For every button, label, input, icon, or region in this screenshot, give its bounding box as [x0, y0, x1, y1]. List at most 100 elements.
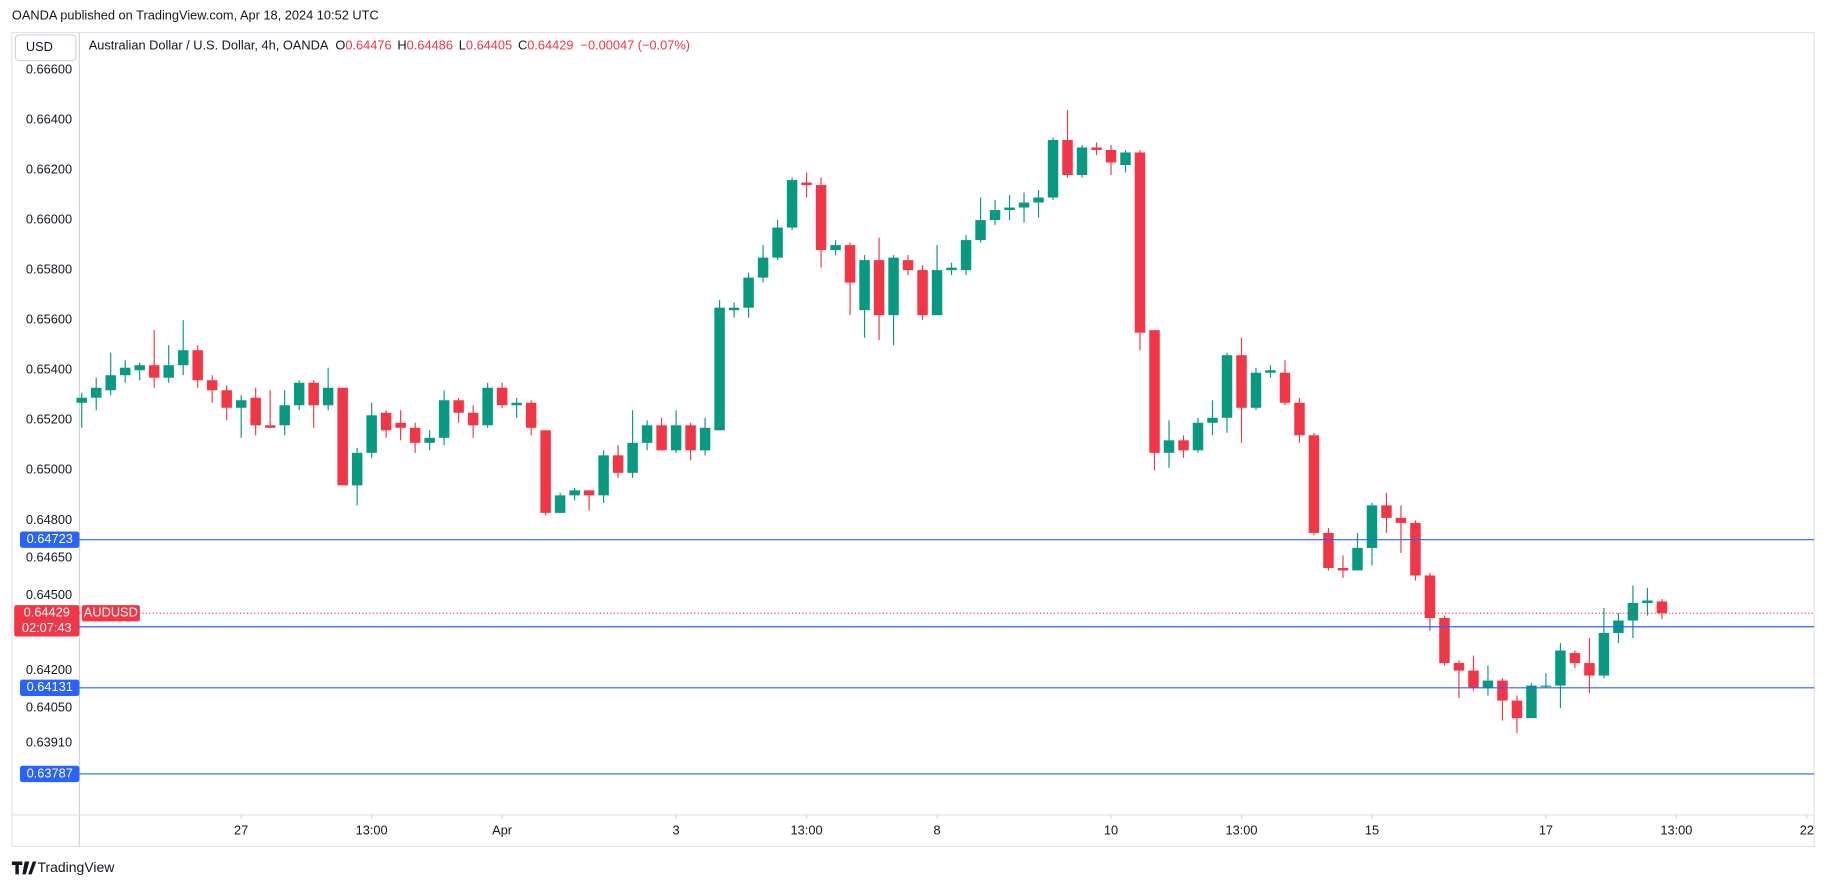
candle-body	[119, 367, 131, 376]
candle-body	[1004, 207, 1015, 211]
candle-body	[1207, 417, 1218, 423]
o-label: O	[335, 38, 345, 53]
candle-body	[322, 387, 334, 406]
candle-body	[395, 422, 406, 428]
candle-body	[598, 455, 609, 496]
candle-body	[192, 350, 203, 381]
candle-body	[699, 427, 711, 451]
candle-body	[511, 402, 522, 406]
candle-body	[1381, 505, 1392, 518]
change: −0.00047 (−0.07%)	[580, 38, 690, 53]
legend-header: Australian Dollar / U.S. Dollar, 4h, OAN…	[89, 38, 690, 53]
y-tick-label: 0.66400	[26, 111, 72, 126]
candle-body	[467, 412, 479, 426]
candle-body	[946, 267, 957, 271]
x-tick-label: 13:00	[356, 823, 388, 838]
candle-body	[1540, 685, 1552, 687]
candle-body	[1250, 372, 1262, 408]
candle-body	[1033, 197, 1044, 203]
level-label-box	[20, 765, 80, 783]
candle-body	[1294, 402, 1305, 436]
candle-body	[1221, 355, 1233, 418]
currency-button[interactable]	[14, 34, 77, 62]
x-tick-label: 17	[1539, 823, 1553, 838]
candle-body	[1598, 633, 1610, 676]
candle-body	[1018, 202, 1030, 208]
candle-body	[337, 387, 348, 486]
x-tick-label: 13:00	[1225, 823, 1257, 838]
countdown: 02:07:43	[22, 620, 72, 635]
candle-body	[424, 437, 435, 443]
candle-body	[902, 260, 914, 271]
candle-body	[409, 427, 421, 443]
candle-body	[627, 442, 638, 473]
candle-body	[1308, 435, 1320, 533]
candle-body	[1062, 139, 1073, 176]
candle-body	[1642, 600, 1653, 603]
candle-body	[250, 397, 261, 426]
level-label: 0.64131	[27, 679, 73, 694]
y-tick-label: 0.65400	[26, 362, 72, 377]
candle-body	[975, 220, 986, 241]
y-tick-label: 0.65200	[26, 412, 72, 427]
candle-body	[554, 495, 566, 513]
h-value: 0.64486	[407, 38, 453, 53]
candle-body	[612, 455, 624, 473]
candle-body	[1279, 372, 1291, 403]
currency-label[interactable]: USD	[26, 39, 53, 54]
last-price-label: 0.64429	[24, 605, 70, 620]
level-label: 0.63787	[27, 765, 73, 780]
x-tick-label: 27	[234, 823, 248, 838]
candle-body	[917, 270, 928, 316]
candle-body	[163, 365, 174, 378]
candle-body	[1468, 670, 1479, 689]
y-tick-label: 0.65800	[26, 261, 72, 276]
x-tick-label: 22	[1800, 823, 1814, 838]
candle-body	[583, 490, 595, 496]
candle-body	[1163, 440, 1175, 453]
candle-body	[453, 400, 464, 413]
candle-body	[641, 425, 653, 443]
candle-body	[1105, 149, 1117, 163]
candle-body	[1511, 700, 1523, 719]
x-tick-label: 13:00	[1660, 823, 1692, 838]
candle-body	[569, 490, 580, 496]
candle-body	[1656, 601, 1668, 614]
candle-body	[815, 185, 827, 251]
y-tick-label: 0.63910	[26, 735, 72, 750]
chart-frame	[11, 32, 1815, 847]
candle-body	[1352, 547, 1363, 571]
candle-body	[1076, 147, 1088, 176]
candle-body	[264, 425, 276, 428]
y-tick-label: 0.64650	[26, 549, 72, 564]
x-tick-label: 8	[933, 823, 940, 838]
candle-body	[888, 257, 899, 316]
candle-body	[76, 397, 87, 403]
candle-body	[757, 257, 769, 278]
candle-body	[105, 375, 116, 391]
candle-body	[148, 365, 160, 378]
candle-body	[960, 240, 972, 271]
logo	[11, 861, 37, 875]
c-value: 0.64429	[527, 38, 573, 53]
candle-body	[743, 277, 754, 308]
l-label: L	[459, 38, 466, 53]
symbol-box	[81, 605, 140, 622]
candle-body	[1439, 618, 1450, 664]
y-tick-label: 0.64050	[26, 699, 72, 714]
y-tick-label: 0.64500	[26, 587, 72, 602]
y-tick-label: 0.64200	[26, 662, 72, 677]
candle-body	[1584, 663, 1595, 676]
candle-body	[728, 307, 740, 311]
candle-body	[830, 245, 841, 251]
x-tick-label: 15	[1365, 823, 1379, 838]
candle-body	[1120, 152, 1131, 165]
candle-body	[1526, 685, 1537, 719]
candle-body	[1149, 330, 1160, 453]
candle-body	[1134, 152, 1146, 333]
candle-body	[438, 400, 450, 438]
x-tick-label: 13:00	[791, 823, 823, 838]
candle-body	[670, 425, 682, 451]
